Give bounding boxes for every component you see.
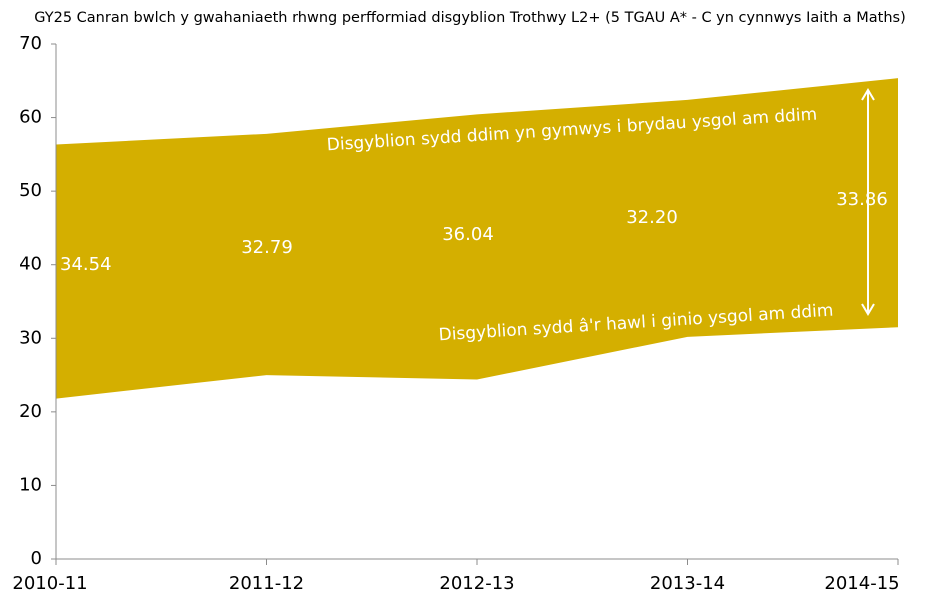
data-label: 32.79 bbox=[241, 237, 293, 258]
plot bbox=[56, 78, 898, 559]
chart-title: GY25 Canran bwlch y gwahaniaeth rhwng pe… bbox=[34, 10, 906, 26]
area bbox=[56, 327, 898, 559]
data-label: 33.86 bbox=[836, 189, 888, 210]
y-tick-label: 50 bbox=[19, 180, 42, 201]
y-tick-label: 70 bbox=[19, 33, 42, 54]
y-tick-label: 30 bbox=[19, 327, 42, 348]
y-tick-label: 40 bbox=[19, 254, 42, 275]
data-label: 34.54 bbox=[60, 254, 112, 275]
y-tick-label: 0 bbox=[31, 548, 42, 569]
y-tick-label: 60 bbox=[19, 107, 42, 128]
x-tick-label: 2014-15 bbox=[824, 573, 899, 594]
gap-arrow bbox=[861, 88, 875, 316]
data-label: 32.20 bbox=[626, 207, 678, 228]
x-tick-label: 2013-14 bbox=[650, 573, 725, 594]
y-tick-label: 20 bbox=[19, 401, 42, 422]
y-tick-label: 10 bbox=[19, 474, 42, 495]
data-label: 36.04 bbox=[442, 224, 494, 245]
x-tick-label: 2010-11 bbox=[12, 573, 87, 594]
x-tick-label: 2011-12 bbox=[229, 573, 304, 594]
area bbox=[56, 78, 898, 399]
x-tick-label: 2012-13 bbox=[439, 573, 514, 594]
